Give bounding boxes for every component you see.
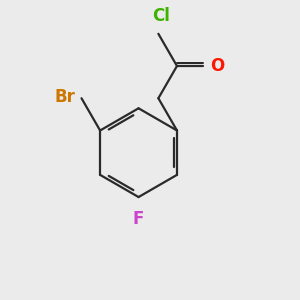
Text: F: F (133, 210, 144, 228)
Text: O: O (210, 57, 224, 75)
Text: Br: Br (55, 88, 76, 106)
Text: Cl: Cl (152, 7, 170, 25)
